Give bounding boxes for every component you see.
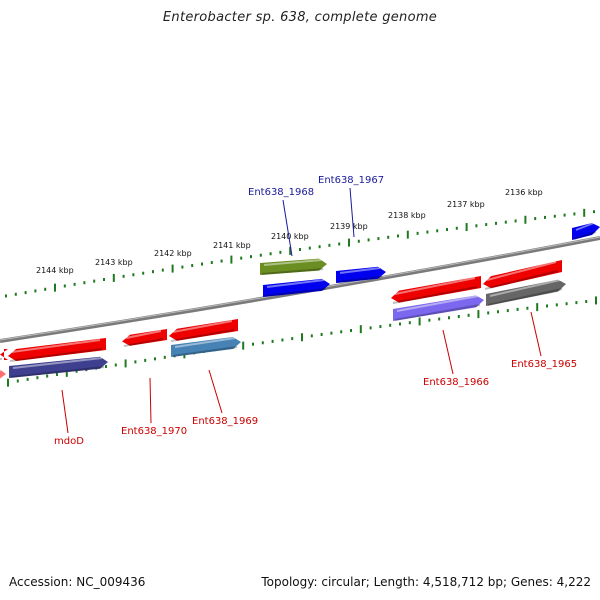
gene-arrow-blue — [572, 222, 600, 240]
gene-arrow-red — [391, 276, 481, 304]
label-leader-line — [349, 187, 355, 238]
gene-labels: Ent638_1968 Ent638_1967 Ent638_1966 Ent638_… — [54, 175, 577, 447]
label-leader-line — [282, 199, 293, 257]
gene-block-navy — [9, 356, 108, 378]
scale-label: 2136 kbp — [505, 188, 543, 197]
gene-arrow-blue — [263, 278, 330, 297]
scale-label: 2137 kbp — [447, 200, 485, 209]
gene-label: mdoD — [54, 436, 84, 447]
gene-arrow-red — [483, 260, 562, 290]
scale-label: 2144 kbp — [36, 266, 74, 275]
accession-text: Accession: NC_009436 — [9, 575, 146, 589]
gene-label: Ent638_1967 — [318, 175, 384, 186]
scale-label: 2139 kbp — [330, 222, 368, 231]
label-leader-line — [208, 369, 223, 414]
gene-block-purple — [393, 295, 484, 321]
gene-label: Ent638_1969 — [192, 416, 258, 427]
gene-arrow-blue — [336, 266, 386, 283]
gene-arrow-red — [0, 349, 8, 360]
gene-block-steel — [171, 337, 241, 357]
gene-label: Ent638_1966 — [423, 377, 489, 388]
gene-label: Ent638_1970 — [121, 426, 187, 437]
scale-label: 2143 kbp — [95, 258, 133, 267]
scale-label: 2142 kbp — [154, 249, 192, 258]
scale-labels: 2136 kbp 2137 kbp 2138 kbp 2139 kbp 2140 kbp… — [36, 188, 543, 275]
gene-label: Ent638_1965 — [511, 359, 577, 370]
map-title: Enterobacter sp. 638, complete genome — [162, 10, 438, 25]
label-leader-line — [442, 329, 454, 375]
gene-arrow-olive — [260, 258, 327, 275]
gene-arrow-pink — [0, 368, 6, 380]
gene-block-gray — [486, 279, 566, 306]
gene-arrow-red — [8, 338, 106, 362]
scale-label: 2138 kbp — [388, 211, 426, 220]
gene-label: Ent638_1968 — [248, 187, 314, 198]
topology-text: Topology: circular; Length: 4,518,712 bp… — [261, 575, 591, 589]
gene-arrow-red — [169, 319, 238, 342]
label-leader-line — [530, 311, 542, 357]
scale-label: 2141 kbp — [213, 241, 251, 250]
label-leader-line — [149, 377, 152, 424]
gene-features — [0, 222, 600, 380]
scale-label: 2140 kbp — [271, 232, 309, 241]
gene-arrow-red — [122, 329, 167, 347]
label-leader-line — [61, 389, 69, 434]
outer-scale-ticks — [5, 208, 595, 298]
